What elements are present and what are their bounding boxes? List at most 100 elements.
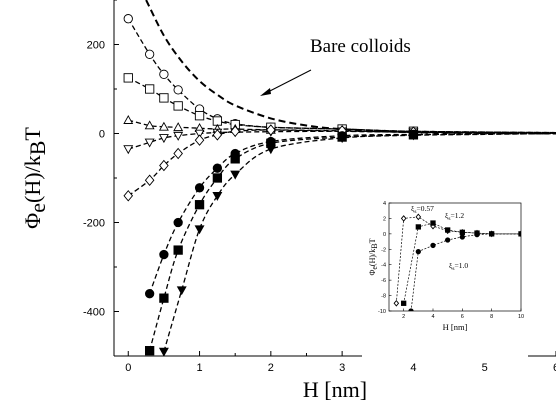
inset-x-axis-label: H [nm]: [443, 322, 468, 332]
y-tick-label: 200: [87, 40, 105, 52]
data-point: [144, 84, 155, 94]
inset-x-tick-label: 8: [490, 314, 493, 320]
data-point: [173, 122, 184, 132]
data-point: [144, 138, 155, 148]
inset-y-tick-label: 4: [383, 201, 386, 207]
data-point: [265, 145, 276, 155]
data-point: [408, 131, 419, 141]
inset-x-tick-label: 4: [431, 314, 434, 320]
inset-data-point: [415, 213, 422, 221]
data-point: [158, 134, 169, 144]
inset-y-tick-label: -6: [381, 278, 386, 284]
inset-data-point: [401, 300, 407, 306]
inset-data-point: [393, 299, 400, 307]
inset-data-point: [489, 231, 495, 237]
data-point: [144, 174, 155, 186]
data-point: [123, 115, 134, 124]
annotation-arrow: [263, 69, 312, 95]
data-point: [194, 225, 205, 235]
data-point: [173, 131, 184, 141]
series-group: [123, 0, 556, 356]
data-point: [158, 121, 169, 131]
data-point: [212, 129, 223, 141]
data-point: [159, 249, 169, 260]
data-point: [144, 346, 155, 356]
y-axis-label: Φe(H)/kBT: [20, 127, 50, 229]
inset-y-tick-label: -2: [381, 247, 386, 253]
data-point: [144, 49, 155, 59]
data-point: [123, 145, 134, 155]
data-point: [212, 191, 223, 201]
data-point: [212, 163, 223, 173]
data-point: [159, 69, 169, 79]
data-point: [176, 286, 187, 296]
y-tick-label: -400: [83, 307, 105, 319]
main-plot: 0 1 2 3 4 5 6 -400 -200 0 200 H [nm] Φe(H)/kBT Bare c…: [20, 0, 556, 402]
inset-y-tick-label: -10: [378, 309, 386, 315]
annotation-arrowhead: [260, 88, 271, 96]
inset-x-tick-label: 6: [461, 314, 464, 320]
data-point: [266, 124, 276, 136]
x-axis-label: H [nm]: [303, 377, 367, 402]
inset-background: [362, 186, 528, 358]
inset-data-point: [459, 234, 465, 240]
inset-data-point: [415, 248, 421, 255]
inset-y-tick-label: -4: [381, 263, 386, 269]
inset-plot: 2 4 6 8 10 -10 -8 -6 -4 -2 0 2 4 H [nm] Φe(H)/kBT ξs=0.…: [362, 186, 528, 358]
inset-frame: [388, 202, 522, 312]
inset-data-point: [445, 237, 451, 243]
data-point: [173, 85, 183, 95]
inset-data-point: [408, 308, 414, 311]
inset-y-tick-label: -8: [381, 294, 386, 300]
data-point: [173, 245, 183, 255]
data-point: [194, 129, 205, 139]
data-point: [173, 217, 183, 228]
inset-y-axis-label: Φe(H)/kBT: [368, 238, 379, 275]
series-line: [145, 0, 556, 135]
data-point: [230, 125, 240, 138]
data-point: [144, 289, 155, 299]
data-point: [230, 170, 241, 180]
inset-data-point: [400, 215, 407, 222]
data-point: [123, 14, 133, 24]
data-point: [173, 147, 183, 160]
data-point: [123, 73, 133, 83]
data-point: [158, 347, 169, 356]
x-tick-label: 3: [339, 362, 345, 374]
data-point: [194, 200, 205, 210]
series-line: [163, 132, 556, 352]
inset-series-label: ξs=0.57: [411, 204, 434, 215]
inset-data-point: [459, 229, 465, 235]
inset-data-point: [430, 242, 436, 249]
data-point: [173, 101, 183, 111]
x-tick-label: 6: [553, 362, 556, 374]
inset-data-point: [415, 224, 421, 230]
inset-y-tick-label: 0: [383, 232, 386, 238]
inset-series-group: [393, 213, 521, 311]
x-tick-label: 4: [410, 362, 416, 374]
x-tick-label: 0: [125, 362, 131, 374]
inset-data-point: [474, 231, 480, 238]
inset-data-point: [445, 227, 451, 233]
inset-y-tick-label: 2: [383, 216, 386, 222]
inset-series-label: ξs=1.2: [445, 211, 464, 222]
inset-data-point: [518, 231, 521, 237]
data-point: [159, 93, 169, 103]
data-point: [230, 154, 240, 164]
data-point: [159, 159, 169, 172]
bare-colloids-annotation: Bare colloids: [310, 36, 411, 57]
data-point: [123, 190, 134, 202]
inset-series-label: ξs=1.0: [449, 261, 468, 272]
inset-x-tick-label: 10: [518, 314, 524, 320]
x-tick-label: 2: [268, 362, 274, 374]
data-point: [194, 111, 205, 121]
data-point: [194, 134, 205, 146]
inset-x-tick-label: 2: [402, 314, 405, 320]
data-point: [212, 173, 223, 183]
x-tick-label: 5: [482, 362, 488, 374]
y-tick-label: -200: [83, 218, 105, 230]
data-point: [159, 293, 169, 303]
y-tick-label: 0: [99, 129, 105, 141]
data-point: [144, 120, 155, 130]
